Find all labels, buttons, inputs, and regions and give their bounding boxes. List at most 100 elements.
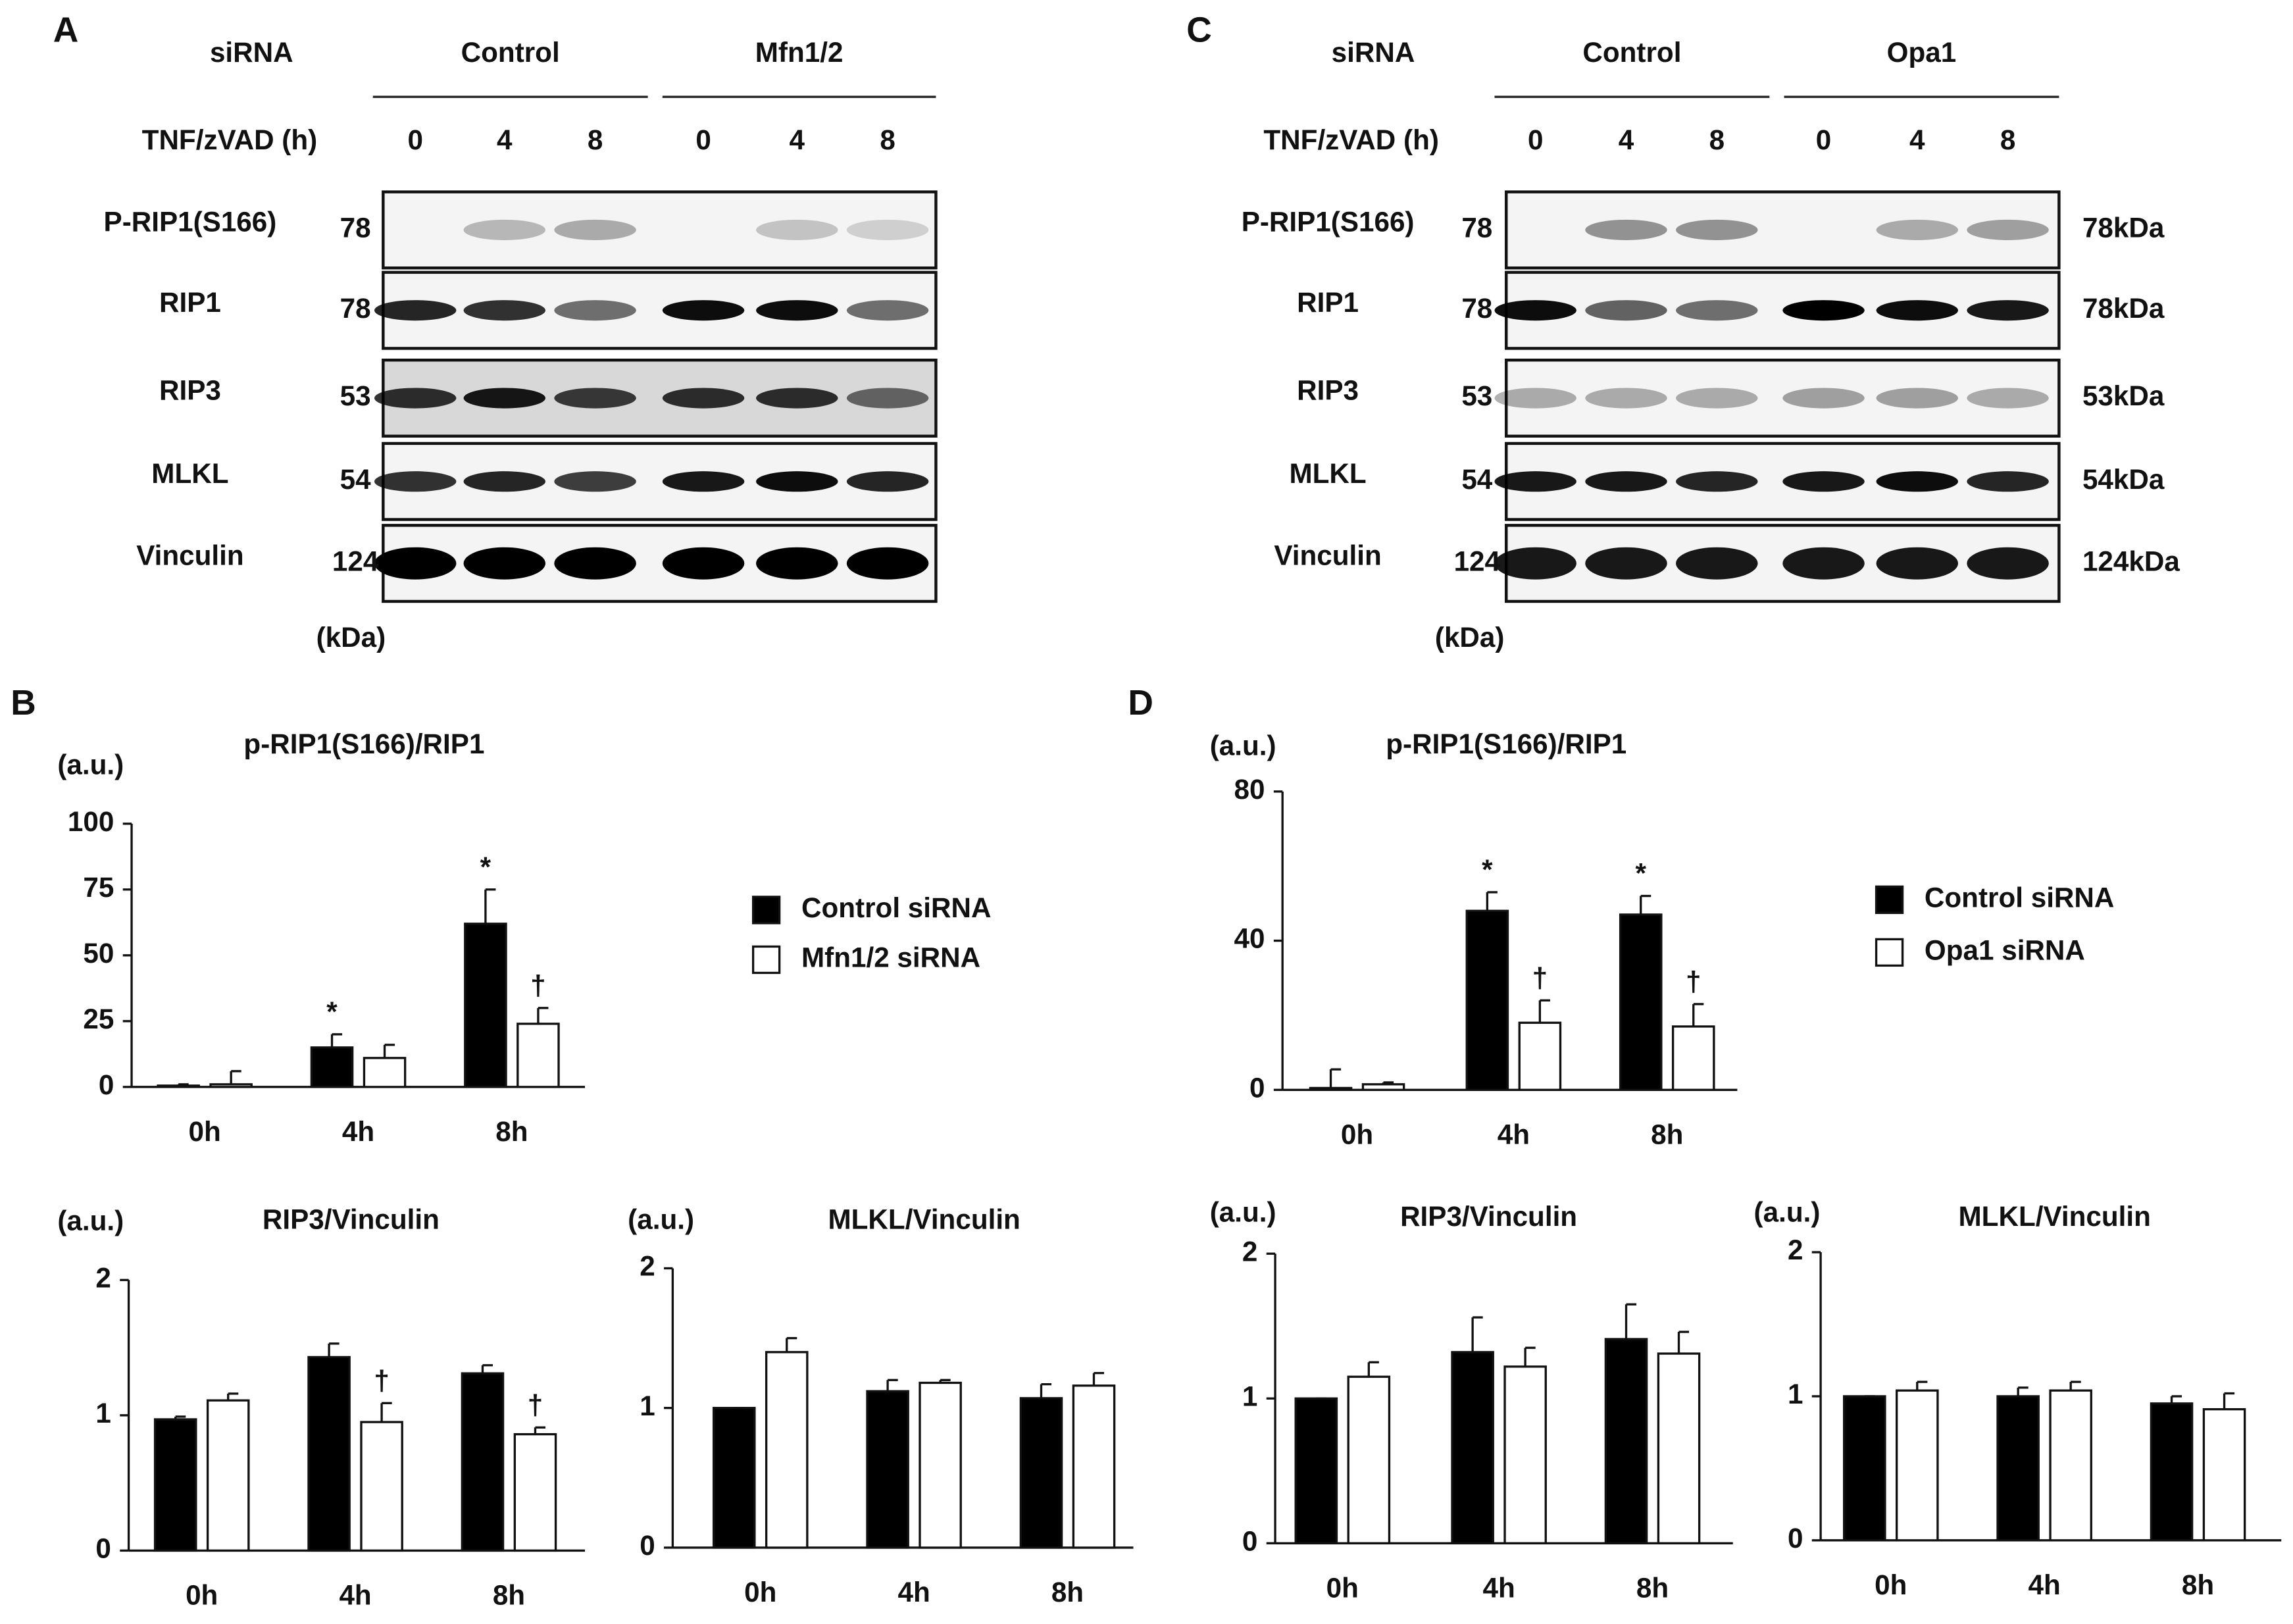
panel-label: B bbox=[11, 684, 36, 723]
band bbox=[756, 471, 838, 492]
y-tick-label: 2 bbox=[1242, 1236, 1257, 1267]
band bbox=[1676, 219, 1758, 240]
timepoint-label: 0 bbox=[407, 124, 422, 155]
bar bbox=[1896, 1389, 1939, 1542]
band bbox=[1676, 471, 1758, 492]
band bbox=[463, 300, 546, 321]
sirna-label: siRNA bbox=[1332, 37, 1415, 68]
bar bbox=[2150, 1402, 2194, 1542]
size-label: 124kDa bbox=[2082, 546, 2180, 576]
group-label: Control bbox=[1582, 37, 1681, 68]
bar bbox=[209, 1083, 253, 1088]
significance-marker: † bbox=[530, 970, 545, 1001]
x-tick-label: 0h bbox=[1875, 1569, 1907, 1600]
bar bbox=[1019, 1397, 1063, 1549]
x-tick-label: 4h bbox=[339, 1580, 371, 1611]
band bbox=[374, 547, 457, 580]
size-label: 78kDa bbox=[2082, 293, 2165, 324]
band bbox=[374, 388, 457, 409]
bar bbox=[157, 1084, 200, 1088]
y-tick-label: 1 bbox=[1788, 1379, 1803, 1409]
band bbox=[756, 547, 838, 580]
row-name: MLKL bbox=[1289, 458, 1366, 489]
y-tick-label: 25 bbox=[83, 1003, 114, 1034]
molecular-weight: 53 bbox=[1461, 380, 1492, 411]
bar bbox=[461, 1372, 505, 1552]
chart-title: MLKL/Vinculin bbox=[1959, 1201, 2151, 1232]
band bbox=[1585, 388, 1667, 409]
bar bbox=[866, 1390, 909, 1549]
significance-marker: † bbox=[1532, 962, 1548, 993]
panel-label: C bbox=[1186, 11, 1212, 49]
band bbox=[463, 547, 546, 580]
y-tick-label: 0 bbox=[1249, 1072, 1265, 1103]
x-tick-label: 0h bbox=[1326, 1573, 1359, 1604]
timepoint-label: 4 bbox=[1909, 124, 1925, 155]
timepoint-label: 0 bbox=[1816, 124, 1831, 155]
band bbox=[554, 219, 636, 240]
y-tick-label: 1 bbox=[1242, 1381, 1257, 1411]
band bbox=[1494, 547, 1576, 580]
unit-label: (kDa) bbox=[1435, 622, 1505, 653]
significance-marker: † bbox=[1686, 966, 1701, 997]
band bbox=[1967, 300, 2049, 321]
x-tick-label: 0h bbox=[1341, 1119, 1373, 1150]
band bbox=[1967, 219, 2049, 240]
y-tick-label: 1 bbox=[95, 1398, 111, 1429]
band bbox=[1676, 300, 1758, 321]
y-axis-label: (a.u.) bbox=[57, 1205, 124, 1236]
molecular-weight: 54 bbox=[1461, 464, 1492, 495]
timepoint-label: 8 bbox=[2000, 124, 2015, 155]
x-tick-label: 4h bbox=[1483, 1573, 1515, 1604]
legend-label: Control siRNA bbox=[1925, 882, 2114, 913]
bar bbox=[765, 1351, 809, 1549]
x-tick-label: 4h bbox=[2028, 1569, 2061, 1600]
timepoint-label: 4 bbox=[497, 124, 513, 155]
row-name: RIP3 bbox=[159, 374, 221, 405]
y-tick-label: 0 bbox=[99, 1069, 114, 1100]
bar bbox=[517, 1023, 560, 1088]
bar bbox=[2049, 1389, 2092, 1542]
chart-title: RIP3/Vinculin bbox=[1400, 1201, 1577, 1232]
y-tick-label: 100 bbox=[68, 806, 114, 837]
x-tick-label: 4h bbox=[342, 1116, 374, 1147]
band bbox=[374, 471, 457, 492]
band bbox=[1676, 547, 1758, 580]
molecular-weight: 53 bbox=[340, 380, 371, 411]
y-axis-label: (a.u.) bbox=[628, 1204, 694, 1234]
group-label: Mfn1/2 bbox=[755, 37, 844, 68]
y-tick-label: 2 bbox=[95, 1262, 111, 1293]
y-tick-label: 0 bbox=[95, 1533, 111, 1564]
band bbox=[756, 300, 838, 321]
legend-swatch bbox=[751, 896, 781, 925]
band bbox=[1876, 471, 1959, 492]
bar bbox=[1518, 1021, 1562, 1091]
x-tick-label: 8h bbox=[1051, 1577, 1084, 1608]
timepoint-label: 4 bbox=[1619, 124, 1634, 155]
band bbox=[1585, 471, 1667, 492]
group-label: Opa1 bbox=[1887, 37, 1957, 68]
x-tick-label: 0h bbox=[186, 1580, 218, 1611]
y-tick-label: 80 bbox=[1234, 774, 1265, 805]
band bbox=[1876, 300, 1959, 321]
bar bbox=[1657, 1352, 1701, 1544]
size-label: 54kDa bbox=[2082, 464, 2165, 495]
band bbox=[463, 219, 546, 240]
legend-swatch bbox=[1875, 938, 1904, 967]
molecular-weight: 78 bbox=[1461, 213, 1492, 243]
band bbox=[1782, 547, 1865, 580]
row-name: P-RIP1(S166) bbox=[104, 207, 277, 238]
bar bbox=[919, 1381, 962, 1549]
bar bbox=[1619, 913, 1663, 1091]
bar bbox=[1361, 1083, 1405, 1091]
panel-label: D bbox=[1128, 684, 1153, 723]
significance-marker: † bbox=[528, 1389, 543, 1420]
chart-title: p-RIP1(S166)/RIP1 bbox=[243, 728, 484, 759]
bar bbox=[1294, 1397, 1338, 1544]
chart-title: p-RIP1(S166)/RIP1 bbox=[1386, 728, 1626, 759]
band bbox=[662, 547, 745, 580]
row-name: RIP1 bbox=[159, 287, 221, 318]
bar bbox=[1465, 909, 1509, 1091]
size-label: 53kDa bbox=[2082, 380, 2165, 411]
